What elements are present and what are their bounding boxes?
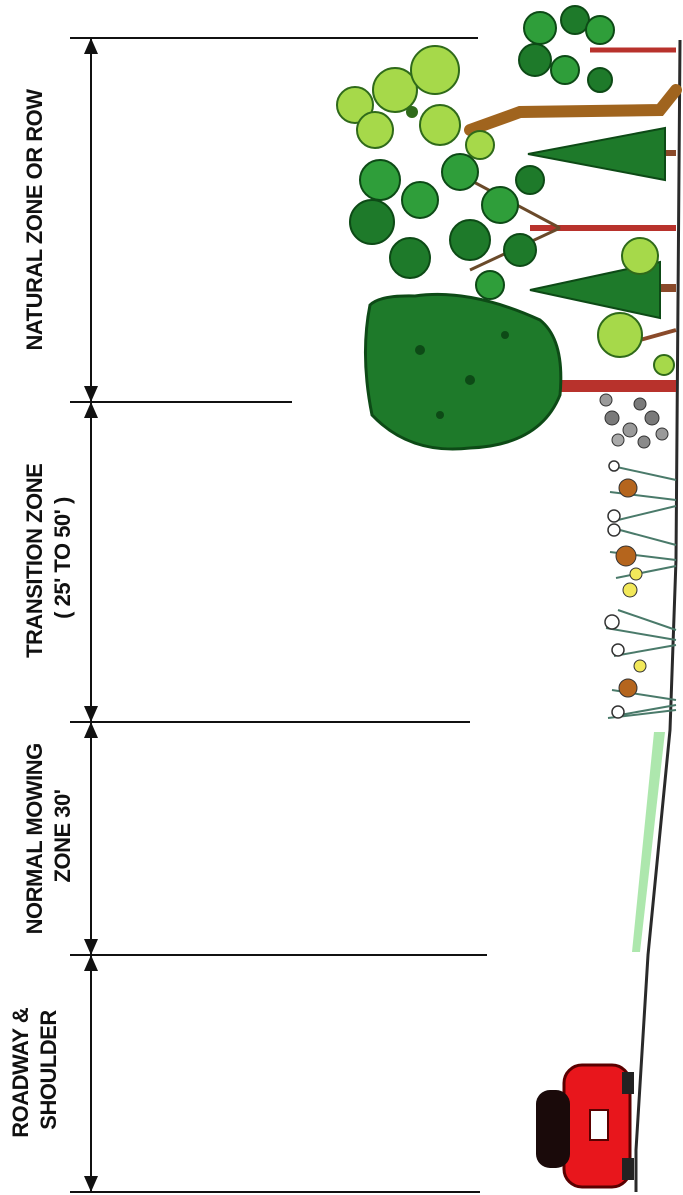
weed-cluster-icon — [599, 393, 669, 449]
wildflower-icon — [607, 460, 677, 523]
dimension-arrows — [84, 38, 98, 1192]
car-wheel — [622, 1158, 634, 1180]
arrowhead — [84, 939, 98, 955]
transition-zone-label-line-2: ( 25' TO 50' ) — [50, 497, 75, 619]
car-wheel — [622, 1072, 634, 1094]
natural-zone-label: NATURAL ZONE OR ROW — [22, 89, 47, 351]
conifer-icon — [527, 126, 676, 182]
mowing-zone-label: NORMAL MOWING ZONE 30' — [22, 738, 75, 935]
arrowhead — [84, 1176, 98, 1192]
roadway-zone-label: ROADWAY & SHOULDER — [8, 1002, 61, 1138]
car-icon — [536, 1063, 634, 1189]
tall-tree-icon — [518, 5, 676, 93]
arrowhead — [84, 722, 98, 738]
mowing-zone-label-line-1: NORMAL MOWING — [22, 743, 47, 934]
arrowhead — [84, 706, 98, 722]
arrowhead — [84, 955, 98, 971]
wildflower-icon — [607, 523, 677, 581]
deciduous-tree-icon — [349, 153, 676, 300]
transition-vegetation — [599, 393, 677, 719]
natural-vegetation — [336, 5, 682, 451]
arrowhead — [84, 402, 98, 418]
small-tree-icon — [597, 237, 677, 376]
arrowhead — [84, 38, 98, 54]
roadway-zone-label-line-1: ROADWAY & — [8, 1007, 33, 1138]
transition-zone-label: TRANSITION ZONE ( 25' TO 50' ) — [22, 458, 75, 658]
conifer-icon — [529, 260, 676, 320]
wildflower-icon — [604, 582, 677, 657]
wildflower-icon — [607, 659, 677, 719]
roadway-zone-label-line-2: SHOULDER — [36, 1010, 61, 1130]
ground-profile — [634, 39, 682, 1192]
arrowhead — [84, 386, 98, 402]
large-shrub-icon — [363, 292, 676, 451]
car-window — [589, 1109, 609, 1141]
car-hood — [536, 1090, 570, 1168]
light-tree-icon — [336, 45, 682, 160]
mown-grass-strip — [632, 732, 665, 952]
mowing-zone-label-line-2: ZONE 30' — [50, 789, 75, 882]
transition-zone-label-line-1: TRANSITION ZONE — [22, 464, 47, 658]
dimension-lines — [70, 37, 487, 1193]
natural-zone-label-line-1: NATURAL ZONE OR ROW — [22, 89, 47, 351]
